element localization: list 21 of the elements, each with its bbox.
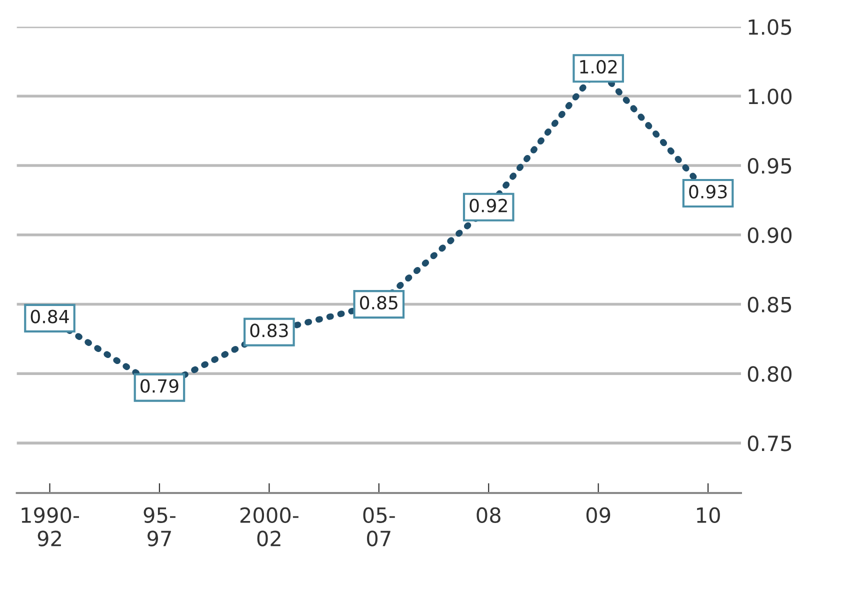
y-tick-label: 0.75	[748, 436, 792, 452]
x-tick-label: 05- 07	[363, 507, 395, 546]
data-label: 0.84	[30, 310, 69, 324]
y-tick-label: 1.00	[748, 88, 792, 104]
x-tick-label: 2000- 02	[240, 507, 298, 546]
data-label: 1.02	[580, 60, 617, 74]
data-label: 0.83	[250, 324, 288, 338]
data-label: 0.93	[689, 184, 727, 198]
y-tick-label: 0.85	[748, 296, 792, 312]
data-label: 0.79	[140, 379, 178, 393]
x-tick-label: 08	[476, 507, 500, 524]
y-tick-label: 0.80	[748, 366, 792, 382]
x-tick-label: 1990- 92	[22, 507, 80, 546]
x-tick-label: 09	[586, 507, 610, 524]
y-tick-label: 0.95	[748, 158, 792, 174]
data-label: 0.85	[360, 296, 398, 310]
x-tick-label: 10	[697, 507, 720, 524]
y-tick-label: 1.05	[748, 19, 792, 35]
x-tick-label: 95- 97	[144, 507, 176, 546]
data-label: 0.92	[470, 198, 507, 212]
y-tick-label: 0.90	[748, 227, 792, 244]
